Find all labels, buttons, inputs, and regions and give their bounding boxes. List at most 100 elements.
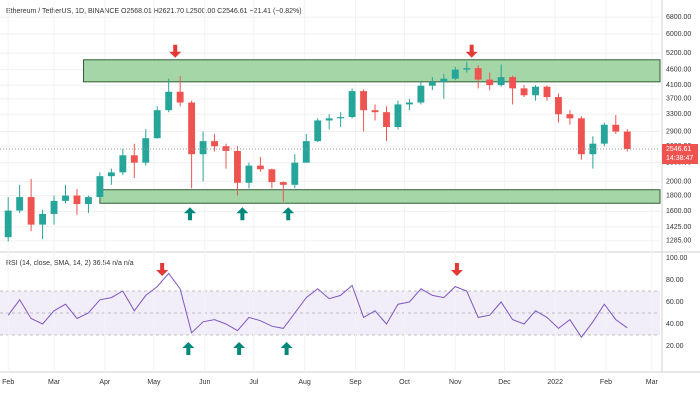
arrow bbox=[169, 44, 182, 58]
candle-body bbox=[348, 91, 356, 118]
candle-body bbox=[555, 97, 562, 115]
candle-body bbox=[302, 141, 310, 163]
y-tick-label: 100.00 bbox=[666, 255, 688, 262]
candle-body bbox=[153, 110, 161, 139]
candle-body bbox=[234, 150, 241, 183]
arrow bbox=[282, 207, 295, 221]
candle-body bbox=[279, 182, 287, 185]
y-tick-label: 40.00 bbox=[666, 321, 684, 328]
candle-body bbox=[371, 110, 379, 113]
y-tick-label: 2000.00 bbox=[666, 178, 691, 185]
candle-body bbox=[428, 81, 436, 86]
arrow bbox=[182, 342, 195, 355]
candle-body bbox=[107, 172, 115, 177]
candle-body bbox=[50, 200, 58, 214]
y-tick-label: 5200.00 bbox=[666, 50, 691, 57]
y-tick-label: 80.00 bbox=[666, 277, 684, 284]
candle-body bbox=[532, 86, 539, 96]
zone bbox=[83, 59, 661, 83]
y-tick-label: 1425.00 bbox=[666, 224, 691, 231]
candle-body bbox=[577, 118, 585, 155]
candle-body bbox=[84, 197, 92, 205]
last-price-label: 2546.61 bbox=[666, 146, 691, 153]
candle-body bbox=[612, 124, 620, 132]
candle-body bbox=[520, 88, 528, 96]
y-tick-label: 60.00 bbox=[666, 299, 684, 306]
candle-body bbox=[543, 86, 551, 98]
candle-body bbox=[314, 120, 322, 142]
candle-body bbox=[62, 195, 69, 201]
x-tick-label: Jun bbox=[199, 379, 210, 386]
arrow bbox=[280, 342, 293, 355]
arrow bbox=[236, 207, 249, 221]
candle-body bbox=[405, 102, 413, 105]
x-tick-label: 2022 bbox=[547, 379, 563, 386]
candle-body bbox=[600, 124, 608, 144]
candle-body bbox=[130, 155, 138, 163]
candle-body bbox=[360, 91, 368, 111]
x-tick-label: Jul bbox=[249, 379, 258, 386]
y-tick-label: 1800.00 bbox=[666, 192, 691, 199]
candle-body bbox=[394, 104, 402, 127]
zone bbox=[99, 189, 661, 204]
candle-body bbox=[486, 79, 494, 86]
x-tick-label: May bbox=[147, 379, 161, 386]
x-tick-label: Nov bbox=[449, 379, 462, 386]
candle-body bbox=[165, 91, 173, 111]
x-tick-label: Mar bbox=[646, 379, 659, 386]
candle-body bbox=[451, 69, 459, 79]
y-tick-label: 2900.00 bbox=[666, 128, 691, 135]
arrow bbox=[183, 207, 196, 221]
x-tick-label: Aug bbox=[298, 379, 311, 386]
arrow bbox=[465, 44, 478, 58]
candle-body bbox=[291, 162, 299, 185]
arrow bbox=[156, 263, 169, 276]
x-tick-label: Mar bbox=[48, 379, 61, 386]
candle-body bbox=[245, 165, 253, 183]
x-tick-label: Dec bbox=[498, 379, 511, 386]
candle-body bbox=[566, 114, 574, 119]
candle-body bbox=[589, 143, 597, 155]
y-tick-label: 20.00 bbox=[666, 343, 684, 350]
candle-body bbox=[188, 102, 196, 155]
last-price-box bbox=[662, 143, 698, 164]
countdown: 14:38:47 bbox=[666, 155, 693, 162]
candle-body bbox=[474, 68, 482, 80]
x-tick-label: Feb bbox=[2, 379, 14, 386]
candle-body bbox=[325, 118, 333, 121]
arrow bbox=[450, 263, 463, 276]
x-tick-label: Feb bbox=[600, 379, 612, 386]
candle-body bbox=[4, 210, 12, 238]
y-tick-label: 1600.00 bbox=[666, 208, 691, 215]
candle-body bbox=[39, 213, 47, 225]
x-tick-label: Sep bbox=[349, 379, 362, 386]
y-tick-label: 4600.00 bbox=[666, 66, 691, 73]
candle-body bbox=[497, 77, 505, 86]
y-tick-label: 3300.00 bbox=[666, 111, 691, 118]
candle-body bbox=[256, 165, 264, 170]
candle-body bbox=[337, 117, 345, 119]
candle-body bbox=[96, 176, 104, 198]
y-tick-label: 3700.00 bbox=[666, 96, 691, 103]
candle-body bbox=[509, 77, 517, 89]
x-tick-label: Apr bbox=[99, 379, 111, 386]
candle-body bbox=[199, 141, 207, 155]
y-tick-label: 6000.00 bbox=[666, 31, 691, 38]
candle-body bbox=[119, 155, 127, 173]
candle-body bbox=[27, 197, 35, 225]
candle-body bbox=[142, 138, 150, 163]
y-tick-label: 4100.00 bbox=[666, 82, 691, 89]
candle-body bbox=[623, 131, 631, 149]
y-tick-label: 6800.00 bbox=[666, 14, 691, 21]
rsi-line bbox=[7, 272, 628, 339]
x-tick-label: Oct bbox=[399, 379, 410, 386]
rsi-title: RSI (14, close, SMA, 14, 2) 36.54 n/a n/… bbox=[6, 260, 134, 267]
candle-body bbox=[211, 141, 218, 147]
candle-body bbox=[73, 195, 81, 205]
candle-body bbox=[176, 91, 184, 103]
candle-body bbox=[16, 197, 24, 211]
y-tick-label: 1285.00 bbox=[666, 238, 691, 245]
candle-body bbox=[440, 78, 448, 82]
